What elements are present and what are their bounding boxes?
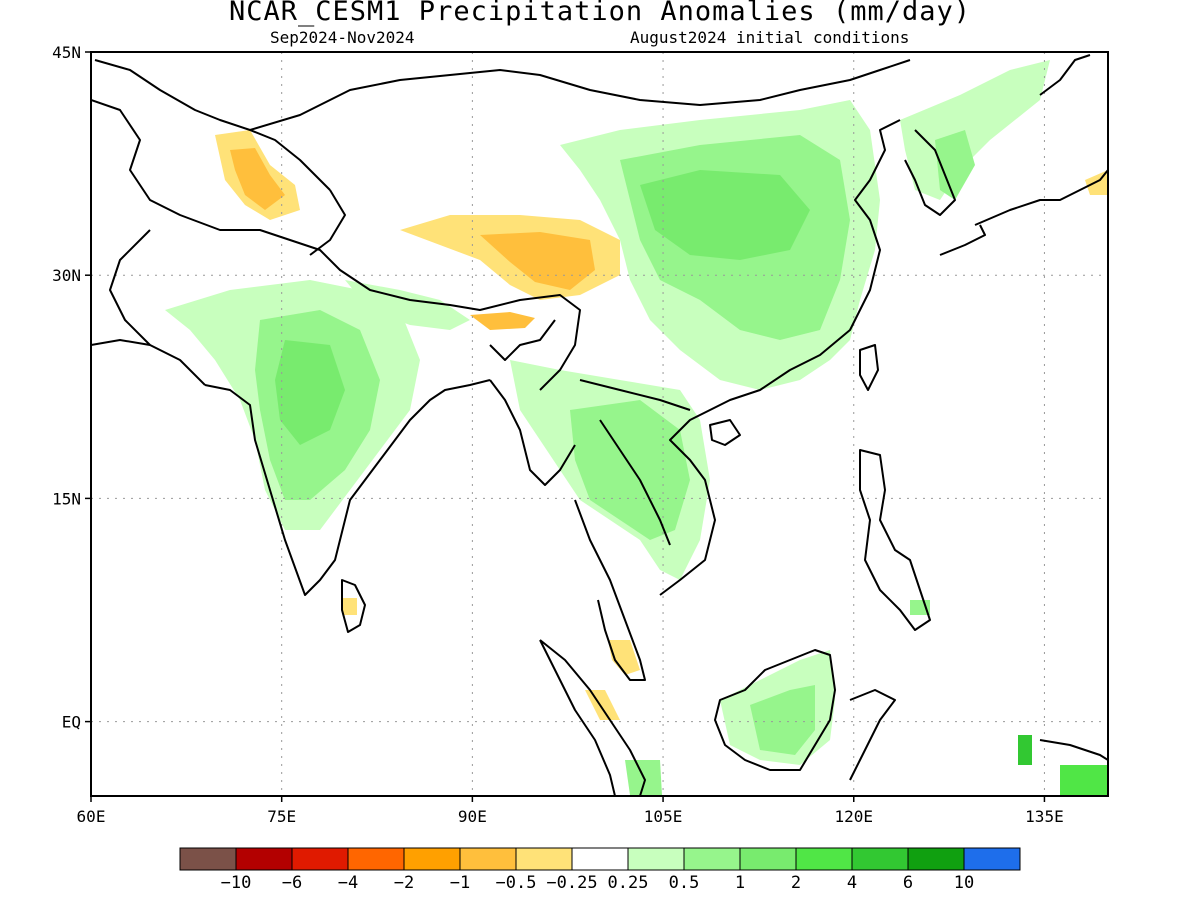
colorbar-box bbox=[291, 847, 349, 871]
colorbar-box bbox=[907, 847, 965, 871]
colorbar-box bbox=[571, 847, 629, 871]
anomaly-region-north-china-max bbox=[640, 170, 810, 260]
colorbar-box bbox=[683, 847, 741, 871]
lat-tick-label: EQ bbox=[62, 713, 81, 732]
lat-tick-label: 45N bbox=[52, 43, 81, 62]
lon-tick-label: 105E bbox=[644, 807, 683, 826]
colorbar-label: −1 bbox=[450, 873, 470, 893]
anomaly-region-pakistan-dry-core bbox=[230, 148, 285, 210]
colorbar-box bbox=[851, 847, 909, 871]
colorbar-box bbox=[179, 847, 237, 871]
colorbar-label: −6 bbox=[282, 873, 302, 893]
colorbar-label: 0.5 bbox=[669, 873, 700, 893]
lon-tick-label: 120E bbox=[834, 807, 873, 826]
map-title: NCAR_CESM1 Precipitation Anomalies (mm/d… bbox=[229, 0, 971, 27]
colorbar-label: 2 bbox=[791, 873, 801, 893]
anomaly-region-indochina-core bbox=[570, 400, 690, 540]
lon-tick-label: 90E bbox=[458, 807, 487, 826]
map-frame bbox=[90, 51, 1109, 797]
anomaly-region-moluccas bbox=[1018, 735, 1032, 765]
colorbar-box bbox=[403, 847, 461, 871]
lon-tick-label: 75E bbox=[267, 807, 296, 826]
lon-tick-label: 135E bbox=[1025, 807, 1064, 826]
coastlines-and-borders bbox=[91, 54, 1108, 796]
lat-tick-label: 15N bbox=[52, 489, 81, 508]
colorbar-box bbox=[795, 847, 853, 871]
colorbar-box bbox=[627, 847, 685, 871]
forecast-period: Sep2024-Nov2024 bbox=[270, 28, 415, 47]
anomaly-shading bbox=[165, 60, 1108, 796]
colorbar-label: −0.25 bbox=[546, 873, 597, 893]
colorbar-label: −10 bbox=[221, 873, 252, 893]
anomaly-region-assam-dry bbox=[470, 312, 535, 330]
colorbar-box bbox=[739, 847, 797, 871]
anomaly-region-india-max bbox=[275, 340, 345, 445]
lon-tick-label: 60E bbox=[77, 807, 106, 826]
colorbar-box bbox=[515, 847, 573, 871]
lat-tick-label: 30N bbox=[52, 266, 81, 285]
colorbar-label: −4 bbox=[338, 873, 358, 893]
anomaly-region-tibet-dry-core bbox=[480, 232, 595, 290]
initial-conditions: August2024 initial conditions bbox=[630, 28, 910, 47]
colorbar-label: 1 bbox=[735, 873, 745, 893]
anomaly-region-sri-lanka-dry bbox=[343, 598, 357, 615]
colorbar-label: 0.25 bbox=[608, 873, 649, 893]
graticule-grid bbox=[91, 52, 1108, 796]
anomaly-region-korea-core bbox=[935, 130, 975, 200]
colorbar-label: −0.5 bbox=[496, 873, 537, 893]
anomaly-region-malaya-dry bbox=[608, 640, 640, 675]
anomaly-region-sumatra-dry bbox=[585, 690, 620, 720]
colorbar-box bbox=[963, 847, 1021, 871]
anomaly-region-borneo-core bbox=[750, 685, 815, 755]
colorbar-box bbox=[459, 847, 517, 871]
colorbar-box bbox=[347, 847, 405, 871]
colorbar-label: −2 bbox=[394, 873, 414, 893]
colorbar-box bbox=[235, 847, 293, 871]
colorbar-label: 10 bbox=[954, 873, 974, 893]
colorbar-label: 4 bbox=[847, 873, 857, 893]
colorbar-label: 6 bbox=[903, 873, 913, 893]
anomaly-region-new-guinea bbox=[1060, 765, 1108, 796]
map-axes: 45N 30N 15N EQ 60E 75E 90E 105E 120E 135E bbox=[52, 43, 1064, 826]
